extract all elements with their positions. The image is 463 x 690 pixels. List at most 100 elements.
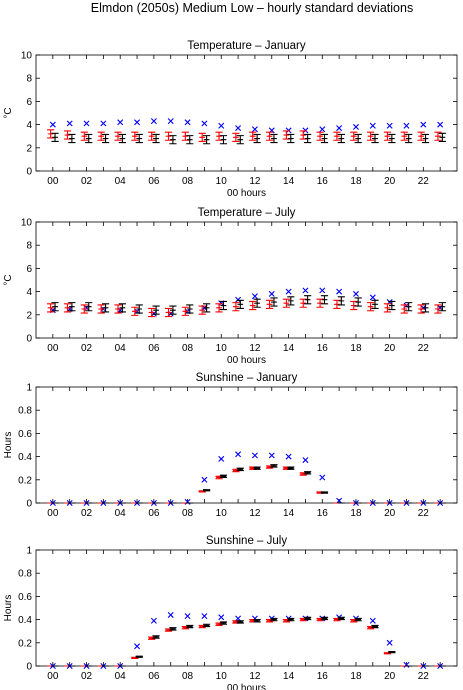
y-tick-label: 0.8 xyxy=(18,406,32,417)
x-tick-label: 20 xyxy=(384,671,396,682)
x-tick-label: 06 xyxy=(148,671,160,682)
data-point xyxy=(51,132,59,142)
x-tick-label: 20 xyxy=(384,176,396,187)
data-point xyxy=(299,617,307,622)
data-point xyxy=(167,118,174,125)
y-tick-label: 0.4 xyxy=(18,452,32,463)
x-tick-label: 12 xyxy=(249,343,261,354)
data-point xyxy=(131,656,139,660)
x-tick-label: 20 xyxy=(384,343,396,354)
data-point xyxy=(253,298,261,308)
data-point xyxy=(148,131,156,141)
data-point xyxy=(302,457,309,464)
data-point xyxy=(386,122,393,129)
data-point xyxy=(367,302,375,312)
data-point xyxy=(268,452,275,459)
data-point xyxy=(287,133,295,144)
data-point xyxy=(270,464,278,468)
data-point xyxy=(219,474,228,479)
data-point xyxy=(236,620,244,624)
data-point xyxy=(299,130,307,140)
data-point xyxy=(198,624,206,629)
data-point xyxy=(135,133,143,144)
chart-title: Sunshine – January xyxy=(196,372,298,384)
data-point xyxy=(388,650,396,654)
data-point xyxy=(131,306,139,316)
data-point xyxy=(371,299,379,309)
x-tick-label: 14 xyxy=(283,176,295,187)
y-tick-label: 1 xyxy=(26,383,32,394)
data-point xyxy=(285,288,292,295)
data-point xyxy=(118,133,126,144)
data-point xyxy=(215,131,223,141)
data-point xyxy=(270,617,278,622)
data-point xyxy=(66,120,73,127)
y-axis-label: Hours xyxy=(3,432,14,459)
data-point xyxy=(218,122,225,129)
y-tick-label: 8 xyxy=(26,241,32,252)
x-tick-label: 16 xyxy=(317,671,329,682)
x-tick-label: 10 xyxy=(216,343,228,354)
data-point xyxy=(47,129,55,139)
data-point xyxy=(148,307,156,318)
series-2 xyxy=(47,465,442,504)
data-point xyxy=(434,131,442,141)
data-point xyxy=(203,135,211,145)
data-point xyxy=(371,624,379,629)
y-tick-label: 10 xyxy=(21,51,33,62)
data-point xyxy=(438,132,446,142)
data-point xyxy=(336,497,343,504)
data-point xyxy=(253,466,261,470)
data-point xyxy=(249,131,257,141)
data-point xyxy=(434,304,442,314)
x-tick-label: 04 xyxy=(115,176,127,187)
y-tick-label: 0.6 xyxy=(18,592,32,603)
data-point xyxy=(201,476,208,483)
x-tick-label: 22 xyxy=(418,176,430,187)
series-3 xyxy=(51,464,446,504)
y-tick-label: 0.2 xyxy=(18,475,32,486)
x-tick-label: 18 xyxy=(350,508,362,519)
data-point xyxy=(198,490,206,493)
data-point xyxy=(152,133,160,144)
x-tick-label: 12 xyxy=(249,176,261,187)
data-point xyxy=(164,628,173,632)
data-point xyxy=(232,468,240,473)
data-point xyxy=(218,455,225,462)
data-point xyxy=(337,616,345,621)
data-point xyxy=(201,120,208,127)
data-point xyxy=(354,133,362,144)
x-tick-label: 12 xyxy=(249,508,261,519)
x-axis-label: 00 hours xyxy=(227,355,266,366)
data-point xyxy=(97,131,105,141)
data-point xyxy=(265,619,274,623)
x-tick-label: 08 xyxy=(182,176,194,187)
x-tick-label: 10 xyxy=(216,671,228,682)
data-point xyxy=(304,133,312,144)
chart-title: Temperature – January xyxy=(187,40,306,52)
data-point xyxy=(304,471,312,475)
data-point xyxy=(219,300,228,311)
x-tick-label: 22 xyxy=(418,508,430,519)
y-tick-label: 0 xyxy=(26,662,32,673)
y-tick-label: 6 xyxy=(26,97,32,108)
data-point xyxy=(184,613,191,620)
data-point xyxy=(299,298,307,308)
x-tick-label: 14 xyxy=(283,343,295,354)
data-point xyxy=(350,131,358,141)
chart-panel-3: Sunshine – January 0 0.2 0.4 0.6 0.8 1 00 02 04 06… xyxy=(3,372,458,519)
data-point xyxy=(101,303,110,313)
data-point xyxy=(80,131,88,141)
x-tick-label: 00 xyxy=(47,176,59,187)
x-tick-label: 10 xyxy=(216,176,228,187)
data-point xyxy=(236,467,244,472)
data-point xyxy=(369,122,376,129)
data-point xyxy=(232,132,240,142)
plot-frame xyxy=(35,386,458,504)
data-point xyxy=(68,133,76,144)
data-point xyxy=(383,131,392,141)
data-point xyxy=(352,123,359,130)
data-point xyxy=(405,302,413,312)
data-point xyxy=(219,135,228,145)
data-point xyxy=(437,121,444,128)
